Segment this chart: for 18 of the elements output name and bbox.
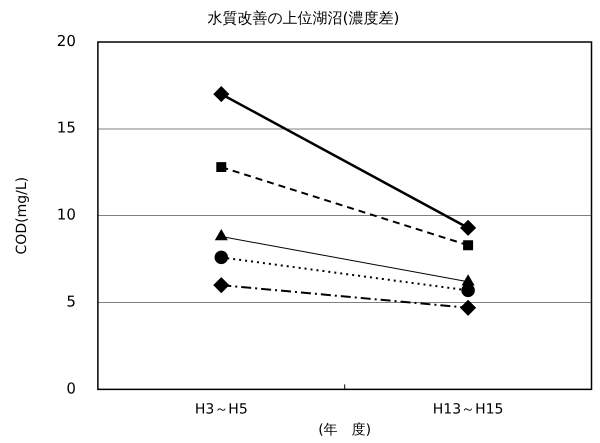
x-axis-title: (年 度): [318, 422, 372, 438]
x-tick-label: H13～H15: [432, 401, 504, 418]
y-tick-label: 15: [56, 118, 76, 137]
y-axis-title: COD(mg/L): [14, 176, 30, 254]
chart-title: 水質改善の上位湖沼(濃度差): [208, 8, 400, 27]
point: [216, 162, 226, 172]
point: [214, 86, 230, 102]
point: [214, 250, 228, 264]
y-tick-label: 20: [56, 32, 76, 50]
point: [460, 300, 476, 316]
x-tick-label: H3～H5: [194, 401, 248, 418]
y-tick-label: 0: [66, 379, 76, 398]
point: [463, 240, 474, 250]
y-tick-label: 10: [56, 206, 76, 224]
point: [214, 277, 230, 293]
point: [460, 220, 476, 236]
y-tick-label: 5: [66, 292, 76, 310]
point: [461, 284, 475, 298]
